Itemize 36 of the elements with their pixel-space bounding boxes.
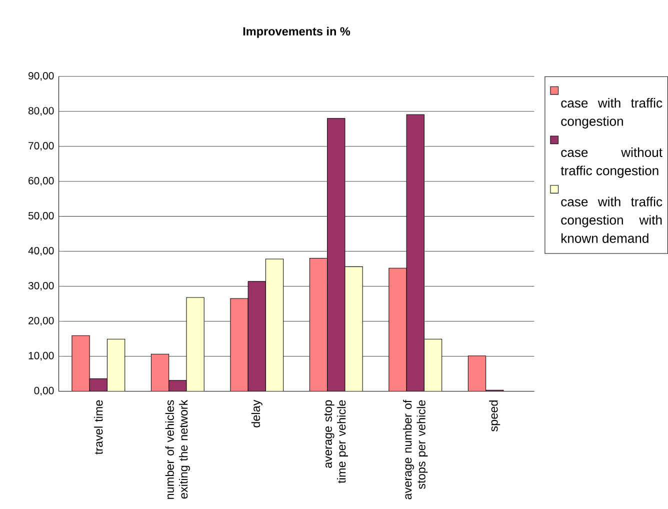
x-tick-label: average number of stops per vehicle xyxy=(403,400,428,500)
bar xyxy=(186,298,204,392)
y-tick-label: 50,00 xyxy=(28,212,54,221)
y-tick-label: 20,00 xyxy=(28,317,54,326)
y-tick-label: 0,00 xyxy=(34,387,54,396)
bar xyxy=(72,336,90,392)
bar xyxy=(248,282,266,392)
x-tick-label: travel time xyxy=(94,400,103,455)
legend-label: case with traffic congestion xyxy=(561,98,662,129)
chart-title: Improvements in % xyxy=(243,27,350,38)
y-tick-label: 60,00 xyxy=(28,177,54,186)
x-tick-label: speed xyxy=(489,400,500,432)
bar xyxy=(406,114,424,392)
y-tick-label: 90,00 xyxy=(28,72,54,81)
bar xyxy=(151,354,169,392)
bar xyxy=(230,298,248,392)
bar xyxy=(468,356,486,392)
bar xyxy=(266,259,284,392)
bar xyxy=(388,268,407,392)
y-tick-label: 40,00 xyxy=(28,247,54,256)
bar xyxy=(344,266,363,392)
x-tick-label: number of vehicles exiting the network xyxy=(165,400,190,500)
y-tick-label: 80,00 xyxy=(28,107,54,116)
bar xyxy=(310,258,328,392)
x-tick-label: average stop time per vehicle xyxy=(324,400,348,484)
bar xyxy=(424,339,442,392)
bar xyxy=(168,380,186,392)
y-tick-label: 70,00 xyxy=(28,142,54,151)
y-tick-label: 30,00 xyxy=(28,282,54,291)
y-tick-label: 10,00 xyxy=(28,352,54,361)
legend-label: case with traffic congestion with known demand xyxy=(561,196,662,244)
legend-label: case without traffic congestion xyxy=(560,148,662,178)
bar xyxy=(90,378,108,392)
bar xyxy=(327,118,345,392)
x-tick-label: delay xyxy=(251,400,262,428)
bar xyxy=(107,339,125,392)
